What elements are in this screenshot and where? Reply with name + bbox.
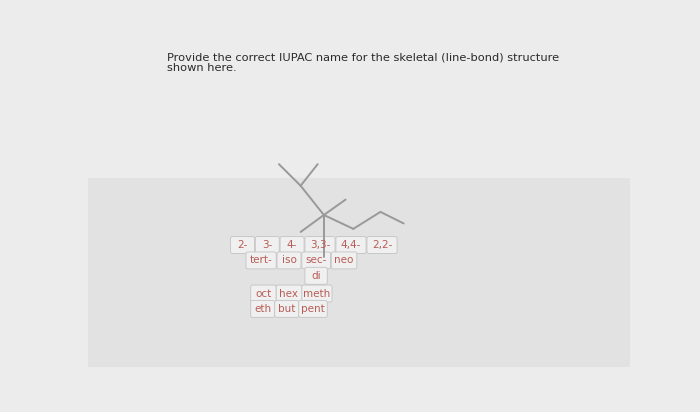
FancyBboxPatch shape xyxy=(276,285,302,302)
Text: but: but xyxy=(278,304,295,314)
Bar xyxy=(88,178,630,367)
Text: di: di xyxy=(312,271,321,281)
Text: 2-: 2- xyxy=(237,240,248,250)
Text: eth: eth xyxy=(254,304,271,314)
Text: pent: pent xyxy=(301,304,325,314)
Text: 2,2-: 2,2- xyxy=(372,240,392,250)
FancyBboxPatch shape xyxy=(251,300,274,317)
FancyBboxPatch shape xyxy=(305,267,328,284)
Text: tert-: tert- xyxy=(250,255,272,265)
FancyBboxPatch shape xyxy=(336,236,366,253)
FancyBboxPatch shape xyxy=(246,252,276,269)
Text: meth: meth xyxy=(303,288,330,299)
Text: 3-: 3- xyxy=(262,240,272,250)
FancyBboxPatch shape xyxy=(331,252,357,269)
FancyBboxPatch shape xyxy=(305,236,335,253)
Text: 4-: 4- xyxy=(287,240,298,250)
Text: neo: neo xyxy=(335,255,354,265)
Text: Provide the correct IUPAC name for the skeletal (line-bond) structure: Provide the correct IUPAC name for the s… xyxy=(167,52,559,63)
FancyBboxPatch shape xyxy=(280,236,304,253)
Text: 3,3-: 3,3- xyxy=(310,240,330,250)
Text: oct: oct xyxy=(256,288,272,299)
FancyBboxPatch shape xyxy=(277,252,301,269)
FancyBboxPatch shape xyxy=(302,285,332,302)
FancyBboxPatch shape xyxy=(274,300,299,317)
Text: iso: iso xyxy=(281,255,296,265)
Bar xyxy=(88,49,630,178)
FancyBboxPatch shape xyxy=(256,236,279,253)
Text: hex: hex xyxy=(279,288,298,299)
FancyBboxPatch shape xyxy=(367,236,397,253)
Text: 4,4-: 4,4- xyxy=(341,240,361,250)
Text: shown here.: shown here. xyxy=(167,63,236,73)
FancyBboxPatch shape xyxy=(230,236,255,253)
FancyBboxPatch shape xyxy=(302,252,330,269)
FancyBboxPatch shape xyxy=(251,285,276,302)
FancyBboxPatch shape xyxy=(299,300,328,317)
Text: sec-: sec- xyxy=(305,255,327,265)
